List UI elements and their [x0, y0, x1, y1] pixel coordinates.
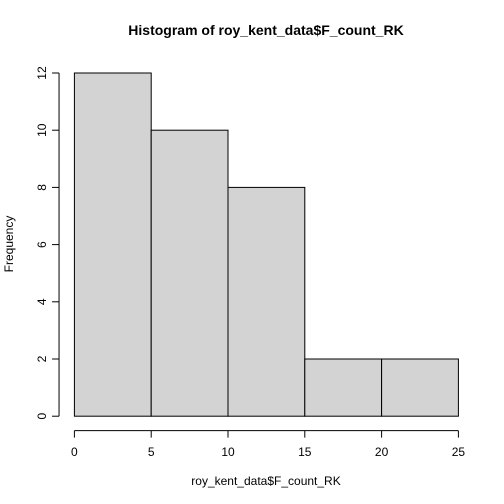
y-tick-label: 4: [35, 298, 49, 305]
y-axis: 0 2 4 6 8 10 12: [35, 66, 60, 420]
bar-5-10: [150, 129, 229, 417]
y-tick-label: 10: [35, 123, 49, 137]
bar-20-25: [381, 358, 459, 417]
x-tick-label: 15: [298, 445, 312, 459]
y-tick-label: 12: [35, 66, 49, 80]
x-tick-label: 20: [375, 445, 389, 459]
x-tick-label: 5: [148, 445, 155, 459]
x-tick-label: 25: [452, 445, 466, 459]
x-axis: 0 5 10 15 20 25: [71, 430, 466, 459]
bar-10-15: [227, 186, 306, 417]
x-axis-label: roy_kent_data$F_count_RK: [191, 474, 340, 488]
x-tick-label: 0: [71, 445, 78, 459]
y-tick-label: 8: [35, 184, 49, 191]
bar-15-20: [304, 358, 383, 417]
y-tick-label: 2: [35, 355, 49, 362]
y-tick-label: 0: [35, 413, 49, 420]
bar-0-5: [73, 72, 152, 417]
y-tick-label: 6: [35, 241, 49, 248]
x-tick-label: 10: [221, 445, 235, 459]
chart-title: Histogram of roy_kent_data$F_count_RK: [128, 22, 403, 38]
y-axis-label: Frequency: [2, 216, 16, 273]
histogram-bars: [73, 72, 459, 417]
